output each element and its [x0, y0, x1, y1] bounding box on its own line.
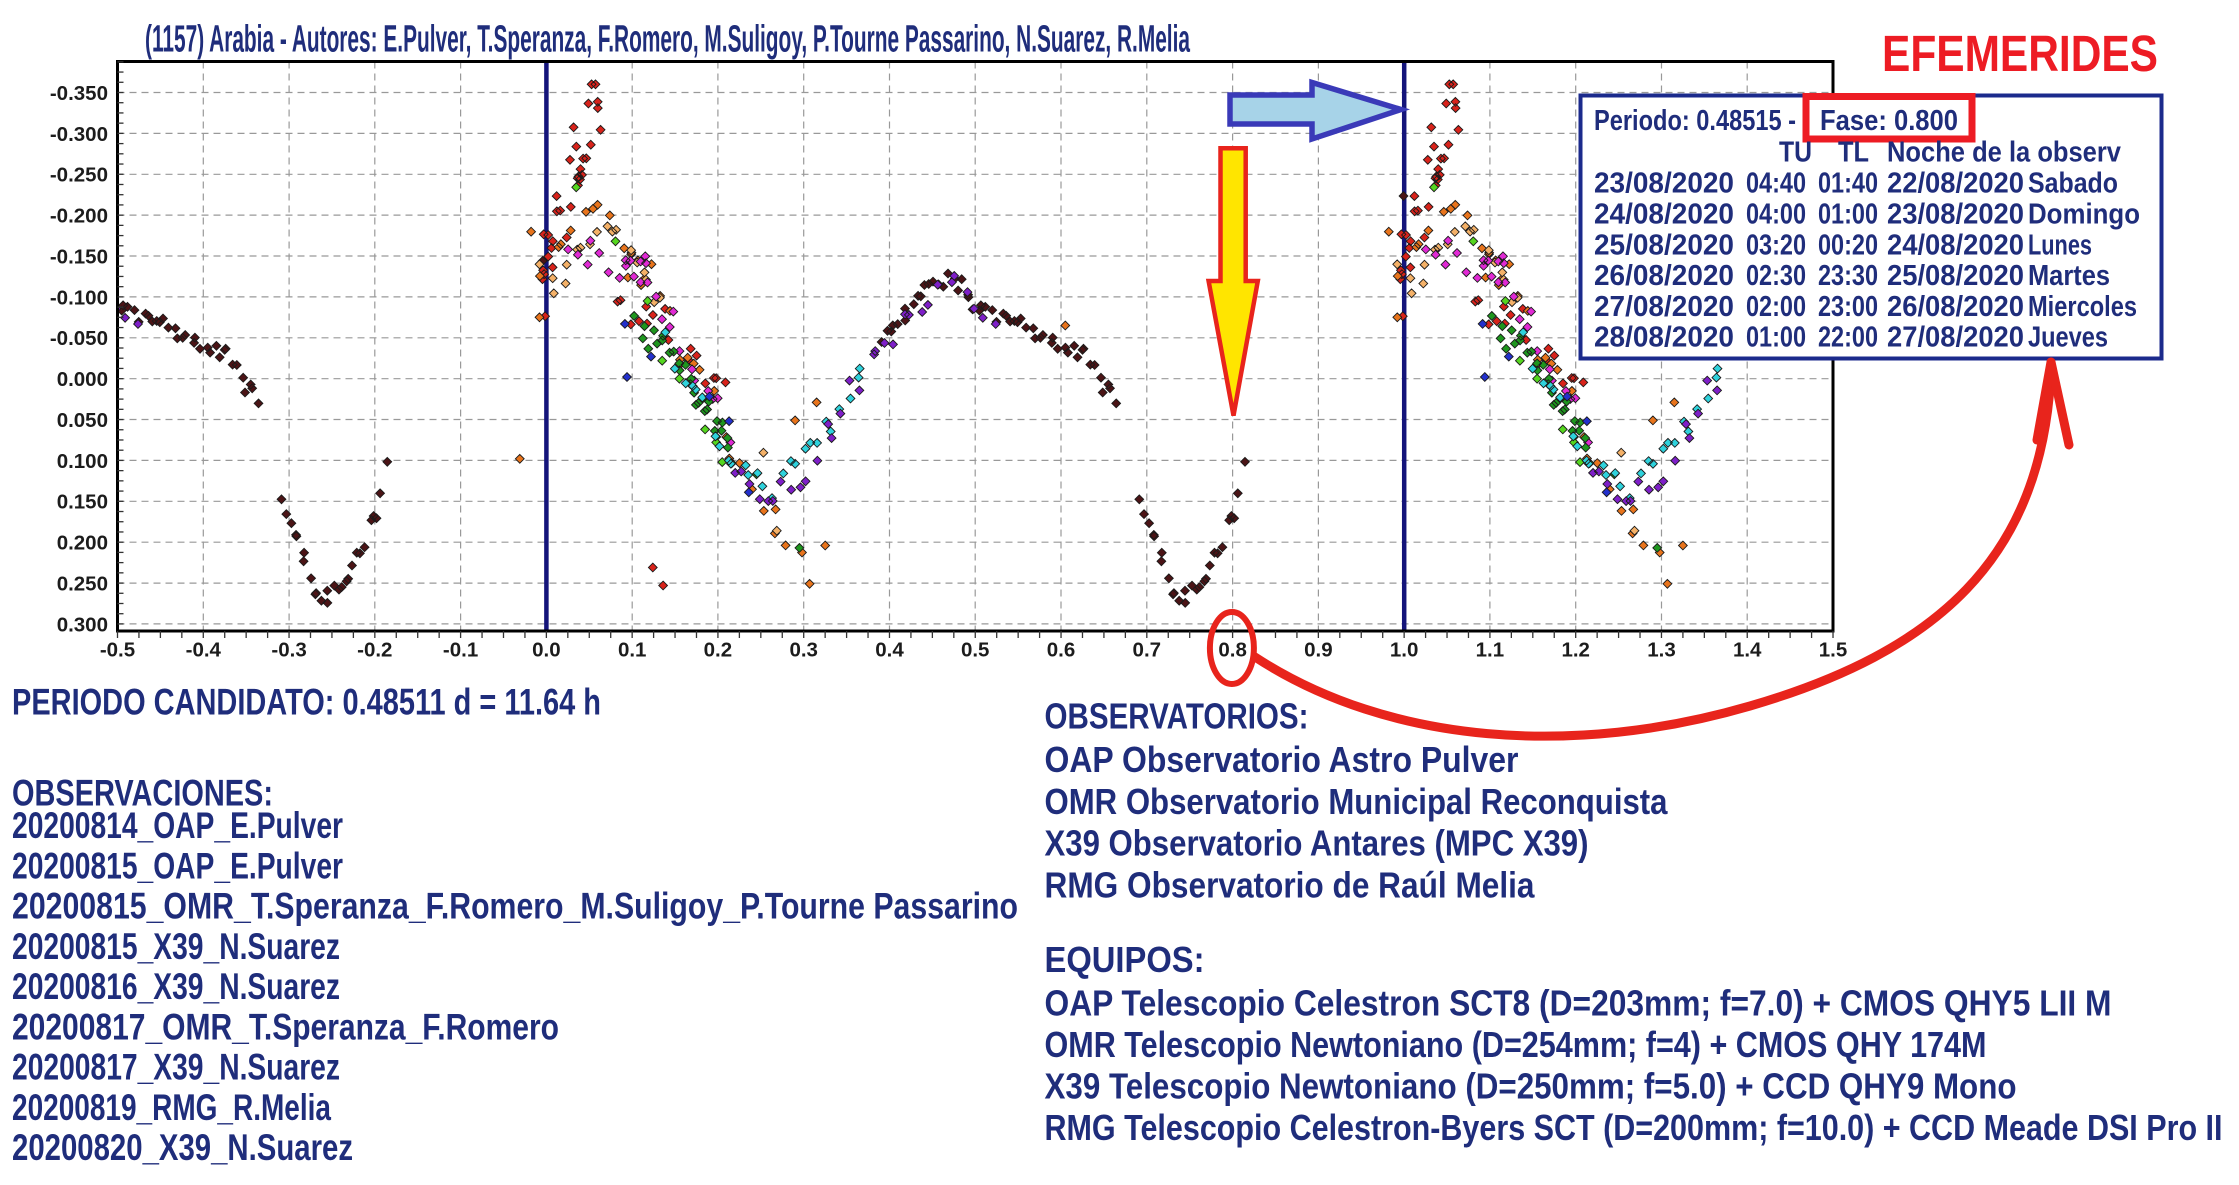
svg-text:1.3: 1.3	[1647, 639, 1676, 662]
svg-text:0.5: 0.5	[961, 639, 990, 662]
svg-text:0.0: 0.0	[532, 639, 561, 662]
svg-text:20200820_X39_N.Suarez: 20200820_X39_N.Suarez	[12, 1127, 353, 1168]
svg-text:0.3: 0.3	[789, 639, 818, 662]
svg-text:0.8: 0.8	[1218, 639, 1247, 662]
svg-text:1.5: 1.5	[1819, 639, 1848, 662]
svg-text:Periodo: 0.48515 -: Periodo: 0.48515 -	[1594, 105, 1796, 137]
svg-text:X39 Telescopio Newtoniano (D=2: X39 Telescopio Newtoniano (D=250mm; f=5.…	[1045, 1065, 2017, 1106]
svg-text:OBSERVACIONES:: OBSERVACIONES:	[12, 773, 273, 814]
svg-text:TL: TL	[1838, 136, 1869, 168]
svg-text:OMR Observatorio Municipal Rec: OMR Observatorio Municipal Reconquista	[1045, 781, 1669, 822]
svg-text:1.0: 1.0	[1390, 639, 1419, 662]
svg-text:(1157) Arabia - Autores: E.Pul: (1157) Arabia - Autores: E.Pulver, T.Spe…	[145, 19, 1190, 61]
svg-text:0.9: 0.9	[1304, 639, 1333, 662]
svg-text:0.6: 0.6	[1047, 639, 1076, 662]
svg-text:1.2: 1.2	[1561, 639, 1590, 662]
svg-text:-0.100: -0.100	[50, 286, 108, 309]
svg-text:-0.250: -0.250	[50, 164, 108, 187]
svg-text:0.7: 0.7	[1133, 639, 1162, 662]
svg-text:0.150: 0.150	[57, 491, 108, 514]
svg-text:-0.300: -0.300	[50, 123, 108, 146]
svg-text:20200815_X39_N.Suarez: 20200815_X39_N.Suarez	[12, 926, 340, 967]
svg-text:1.4: 1.4	[1733, 639, 1762, 662]
svg-text:-0.4: -0.4	[186, 639, 222, 662]
svg-text:1.1: 1.1	[1476, 639, 1505, 662]
svg-text:-0.3: -0.3	[271, 639, 306, 662]
svg-text:0.200: 0.200	[57, 532, 108, 555]
svg-text:20200817_X39_N.Suarez: 20200817_X39_N.Suarez	[12, 1047, 340, 1088]
svg-text:OAP Telescopio Celestron SCT8: OAP Telescopio Celestron SCT8 (D=203mm; …	[1045, 983, 2112, 1024]
svg-text:-0.2: -0.2	[357, 639, 392, 662]
svg-text:OBSERVATORIOS:: OBSERVATORIOS:	[1045, 696, 1309, 737]
svg-text:0.100: 0.100	[57, 450, 108, 473]
svg-text:0.4: 0.4	[875, 639, 904, 662]
svg-text:PERIODO CANDIDATO: 0.48511 d =: PERIODO CANDIDATO: 0.48511 d = 11.64 h	[12, 681, 601, 722]
svg-text:RMG Observatorio de Raúl Melia: RMG Observatorio de Raúl Melia	[1045, 864, 1536, 905]
svg-text:20200814_OAP_E.Pulver: 20200814_OAP_E.Pulver	[12, 805, 343, 846]
svg-text:Noche de la observ: Noche de la observ	[1887, 136, 2121, 168]
svg-text:TU: TU	[1779, 136, 1812, 168]
svg-text:-0.150: -0.150	[50, 245, 108, 268]
svg-text:0.2: 0.2	[704, 639, 733, 662]
svg-text:20200815_OMR_T.Speranza_F.Rome: 20200815_OMR_T.Speranza_F.Romero_M.Sulig…	[12, 886, 1018, 927]
svg-text:20200815_OAP_E.Pulver: 20200815_OAP_E.Pulver	[12, 845, 343, 886]
svg-text:X39 Observatorio Antares (MPC: X39 Observatorio Antares (MPC X39)	[1045, 823, 1589, 864]
svg-text:OMR Telescopio Newtoniano (D=2: OMR Telescopio Newtoniano (D=254mm; f=4)…	[1045, 1024, 1987, 1065]
svg-text:-0.200: -0.200	[50, 205, 108, 228]
svg-text:20200819_RMG_R.Melia: 20200819_RMG_R.Melia	[12, 1087, 331, 1128]
svg-text:0.250: 0.250	[57, 573, 108, 596]
svg-text:OAP Observatorio Astro Pulver: OAP Observatorio Astro Pulver	[1045, 739, 1519, 780]
svg-text:EFEMERIDES: EFEMERIDES	[1882, 25, 2158, 82]
svg-text:-0.5: -0.5	[100, 639, 135, 662]
svg-text:-0.1: -0.1	[443, 639, 478, 662]
svg-text:Fase: 0.800: Fase: 0.800	[1820, 105, 1958, 137]
svg-text:EQUIPOS:: EQUIPOS:	[1045, 939, 1205, 980]
svg-text:20200817_OMR_T.Speranza_F.Rome: 20200817_OMR_T.Speranza_F.Romero	[12, 1006, 559, 1047]
svg-text:0.300: 0.300	[57, 613, 108, 636]
svg-text:20200816_X39_N.Suarez: 20200816_X39_N.Suarez	[12, 966, 340, 1007]
svg-text:-0.350: -0.350	[50, 82, 108, 105]
svg-text:-0.050: -0.050	[50, 327, 108, 350]
svg-text:0.050: 0.050	[57, 409, 108, 432]
svg-text:0.1: 0.1	[618, 639, 647, 662]
svg-text:RMG Telescopio Celestron-Byers: RMG Telescopio Celestron-Byers SCT (D=20…	[1045, 1107, 2223, 1148]
svg-text:0.000: 0.000	[57, 368, 108, 391]
